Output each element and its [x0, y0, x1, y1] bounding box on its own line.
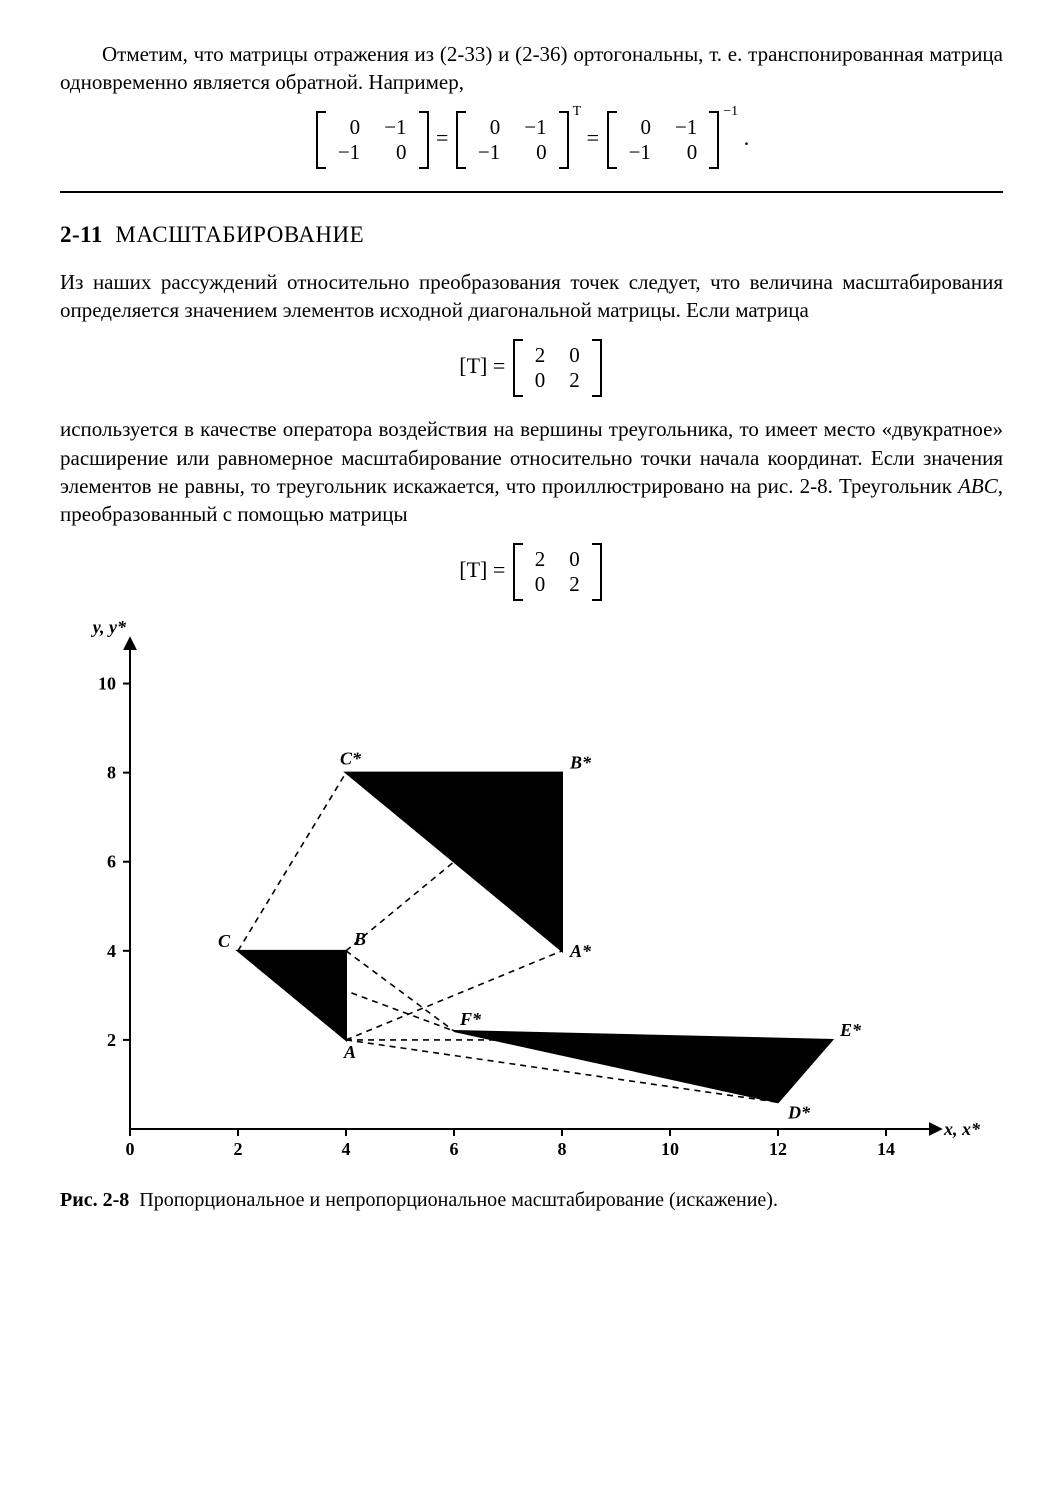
svg-text:B*: B* [569, 753, 592, 773]
scaling-diagram: 0 2 4 6 8 10 12 14 2 4 6 8 10 x, x* y, y* A B C A* B* C* D* E*… [60, 619, 980, 1179]
svg-text:C*: C* [340, 749, 362, 769]
svg-text:10: 10 [98, 673, 116, 693]
para-orthogonal-note: Отметим, что матрицы отражения из (2-33)… [60, 40, 1003, 97]
svg-text:B: B [353, 929, 366, 949]
matrix-1c: 0−1 −10 [607, 111, 720, 169]
svg-text:0: 0 [126, 1139, 135, 1159]
svg-text:10: 10 [661, 1139, 679, 1159]
svg-text:8: 8 [107, 763, 116, 783]
figure-caption: Рис. 2-8 Пропорциональное и непропорцион… [60, 1187, 1003, 1214]
figure-2-8: 0 2 4 6 8 10 12 14 2 4 6 8 10 x, x* y, y* A B C A* B* C* D* E*… [60, 619, 1003, 1214]
section-heading: 2-11 МАСШТАБИРОВАНИЕ [60, 219, 1003, 250]
svg-text:D*: D* [787, 1102, 811, 1122]
section-number: 2-11 [60, 222, 103, 247]
svg-text:A*: A* [569, 941, 592, 961]
svg-text:4: 4 [107, 941, 116, 961]
svg-text:4: 4 [342, 1139, 351, 1159]
matrix-T1: 20 02 [513, 339, 602, 397]
svg-text:6: 6 [450, 1139, 459, 1159]
inverse-sup: −1 [723, 104, 738, 119]
matrix-1a: 0−1 −10 [316, 111, 429, 169]
matrix-T2: 20 02 [513, 543, 602, 601]
section-title: МАСШТАБИРОВАНИЕ [115, 222, 364, 247]
svg-text:y, y*: y, y* [91, 619, 127, 637]
section-rule [60, 191, 1003, 193]
para-scaling-discussion: используется в качестве оператора воздей… [60, 415, 1003, 528]
svg-text:C: C [218, 931, 231, 951]
svg-text:F*: F* [459, 1009, 482, 1029]
transpose-sup: T [573, 104, 582, 119]
svg-text:2: 2 [107, 1030, 116, 1050]
equation-T-repeat: [T] = 20 02 [60, 543, 1003, 601]
svg-text:8: 8 [558, 1139, 567, 1159]
svg-text:x, x*: x, x* [943, 1119, 980, 1139]
svg-text:6: 6 [107, 852, 116, 872]
equation-T-uniform: [T] = 20 02 [60, 339, 1003, 397]
svg-text:14: 14 [877, 1139, 895, 1159]
svg-text:12: 12 [769, 1139, 787, 1159]
svg-text:A: A [343, 1042, 356, 1062]
para-scaling-intro: Из наших рассуждений относительно преобр… [60, 268, 1003, 325]
equation-lhs-2: [T] = [459, 557, 505, 582]
svg-text:E*: E* [839, 1020, 862, 1040]
figure-caption-text: Пропорциональное и непропорциональное ма… [139, 1189, 778, 1211]
equation-lhs: [T] = [459, 353, 505, 378]
matrix-1b: 0−1 −10 [456, 111, 569, 169]
equation-reflection-orthogonal: 0−1 −10 = 0−1 −10 T = 0−1 −10 −1 . [60, 111, 1003, 169]
figure-caption-prefix: Рис. 2-8 [60, 1189, 129, 1211]
svg-text:2: 2 [234, 1139, 243, 1159]
